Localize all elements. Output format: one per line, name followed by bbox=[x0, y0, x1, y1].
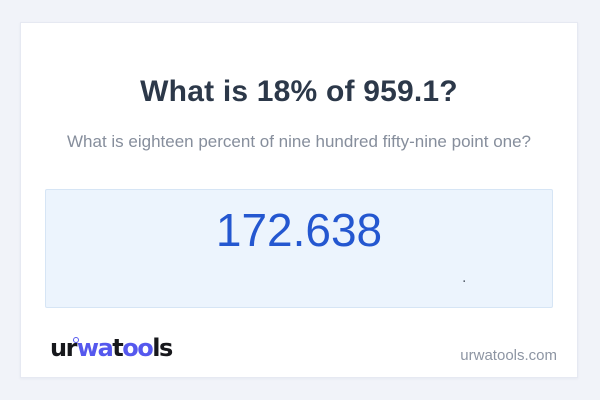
answer-dot: . bbox=[462, 269, 467, 286]
logo-text-t: t bbox=[112, 334, 123, 362]
answer-box: 172.638 . bbox=[45, 189, 553, 308]
logo-text-wa: wa bbox=[76, 334, 114, 362]
question-subtitle: What is eighteen percent of nine hundred… bbox=[66, 132, 532, 151]
answer-value: 172.638 bbox=[215, 204, 383, 256]
site-url: urwatools.com bbox=[460, 347, 557, 364]
logo-ring-icon bbox=[72, 337, 79, 343]
urwatools-logo[interactable]: urwatools bbox=[50, 334, 173, 362]
result-card: What is 18% of 959.1? What is eighteen p… bbox=[20, 22, 578, 378]
logo-text-ur: ur bbox=[50, 334, 77, 362]
question-title: What is 18% of 959.1? bbox=[140, 75, 458, 108]
logo-text-ls: ls bbox=[152, 334, 173, 362]
logo-text-oo: oo bbox=[122, 334, 153, 362]
